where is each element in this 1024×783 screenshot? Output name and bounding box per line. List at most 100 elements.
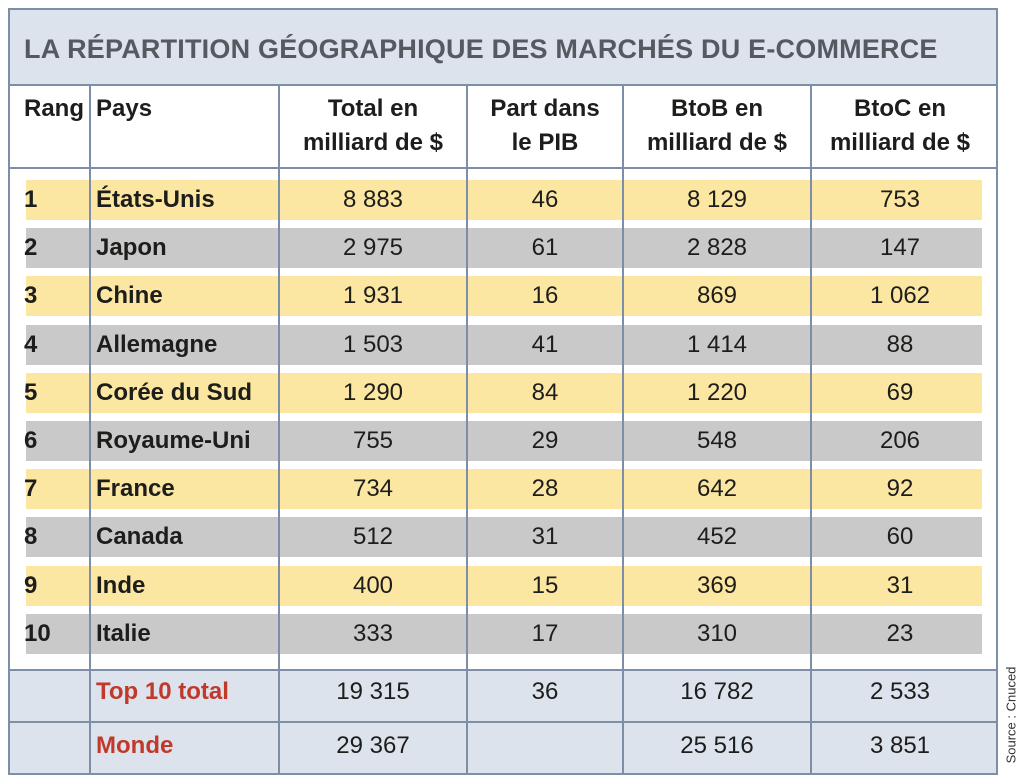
row-btob-cell: 2 828 xyxy=(686,234,748,261)
footer-row-divider xyxy=(10,721,996,723)
footer-divider xyxy=(10,669,996,671)
header-total-line1: Total en xyxy=(327,95,419,122)
table-row xyxy=(26,614,982,654)
title-bar: LA RÉPARTITION GÉOGRAPHIQUE DES MARCHÉS … xyxy=(10,10,996,86)
row-country-cell: Allemagne xyxy=(96,331,218,358)
footer-monde-part xyxy=(468,726,622,766)
source-credit: Source : Cnuced xyxy=(1001,660,1021,770)
table-row xyxy=(26,517,982,557)
row-part-cell: 28 xyxy=(531,475,559,502)
footer-monde-btoc: 3 851 xyxy=(869,732,931,759)
row-rank-cell: 9 xyxy=(24,572,38,599)
row-rank-cell: 5 xyxy=(24,379,38,406)
row-country-cell: Royaume-Uni xyxy=(96,427,251,454)
header-btoc-line2: milliard de $ xyxy=(829,129,971,156)
header-pays: Pays xyxy=(96,95,153,122)
header-part-line1: Part dans xyxy=(490,95,600,122)
table-row xyxy=(26,373,982,413)
row-rank-cell: 7 xyxy=(24,475,38,502)
footer-top10-btoc: 2 533 xyxy=(869,678,931,705)
header-total-line2: milliard de $ xyxy=(302,129,444,156)
row-btoc-cell: 92 xyxy=(886,475,914,502)
row-rank-cell: 8 xyxy=(24,523,38,550)
footer-top10-label: Top 10 total xyxy=(96,678,229,705)
row-rank-cell: 1 xyxy=(24,186,38,213)
row-total-cell: 1 931 xyxy=(342,282,404,309)
row-rank-cell: 2 xyxy=(24,234,38,261)
row-part-cell: 17 xyxy=(531,620,559,647)
row-total-cell: 333 xyxy=(352,620,394,647)
table-row xyxy=(26,469,982,509)
row-total-cell: 1 503 xyxy=(342,331,404,358)
row-btoc-cell: 88 xyxy=(886,331,914,358)
table-row xyxy=(26,180,982,220)
column-divider-5 xyxy=(810,86,812,773)
row-country-cell: Inde xyxy=(96,572,146,599)
row-btoc-cell: 206 xyxy=(879,427,921,454)
row-rank-cell: 10 xyxy=(24,620,51,647)
header-btoc: BtoC en milliard de $ xyxy=(812,92,988,160)
row-country-cell: Canada xyxy=(96,523,183,550)
footer-top10-total: 19 315 xyxy=(336,678,410,705)
header-divider xyxy=(10,167,996,169)
row-btob-cell: 642 xyxy=(696,475,738,502)
footer-monde-btob: 25 516 xyxy=(680,732,754,759)
row-btob-cell: 1 414 xyxy=(686,331,748,358)
row-btob-cell: 1 220 xyxy=(686,379,748,406)
row-country-cell: États-Unis xyxy=(96,186,215,213)
row-total-cell: 400 xyxy=(352,572,394,599)
table-title: LA RÉPARTITION GÉOGRAPHIQUE DES MARCHÉS … xyxy=(24,34,938,64)
row-part-cell: 31 xyxy=(531,523,559,550)
header-btob-line1: BtoB en xyxy=(671,95,763,122)
row-country-cell: Japon xyxy=(96,234,167,261)
table-row xyxy=(26,228,982,268)
row-total-cell: 8 883 xyxy=(342,186,404,213)
row-btoc-cell: 147 xyxy=(879,234,921,261)
data-table-frame: LA RÉPARTITION GÉOGRAPHIQUE DES MARCHÉS … xyxy=(8,8,998,775)
row-part-cell: 61 xyxy=(531,234,559,261)
footer-monde-total: 29 367 xyxy=(336,732,410,759)
column-divider-2 xyxy=(278,86,280,773)
row-total-cell: 734 xyxy=(352,475,394,502)
row-total-cell: 755 xyxy=(352,427,394,454)
row-btob-cell: 452 xyxy=(696,523,738,550)
header-part: Part dans le PIB xyxy=(468,92,622,160)
row-rank-cell: 3 xyxy=(24,282,38,309)
row-btob-cell: 869 xyxy=(696,282,738,309)
header-btob-line2: milliard de $ xyxy=(646,129,788,156)
row-btob-cell: 369 xyxy=(696,572,738,599)
row-btoc-cell: 60 xyxy=(886,523,914,550)
footer-top10-btob: 16 782 xyxy=(680,678,754,705)
row-btob-cell: 8 129 xyxy=(686,186,748,213)
row-btoc-cell: 23 xyxy=(886,620,914,647)
row-total-cell: 1 290 xyxy=(342,379,404,406)
column-divider-3 xyxy=(466,86,468,773)
row-rank-cell: 4 xyxy=(24,331,38,358)
column-divider-4 xyxy=(622,86,624,773)
source-text: Source : Cnuced xyxy=(1003,666,1019,764)
footer-monde-label: Monde xyxy=(96,732,174,759)
row-btoc-cell: 31 xyxy=(886,572,914,599)
row-country-cell: Chine xyxy=(96,282,163,309)
row-country-cell: Corée du Sud xyxy=(96,379,253,406)
row-country-cell: France xyxy=(96,475,175,502)
table-row xyxy=(26,566,982,606)
row-part-cell: 46 xyxy=(531,186,559,213)
row-part-cell: 84 xyxy=(531,379,559,406)
header-total: Total en milliard de $ xyxy=(280,92,466,160)
row-part-cell: 16 xyxy=(531,282,559,309)
table-row xyxy=(26,276,982,316)
row-part-cell: 41 xyxy=(531,331,559,358)
row-btoc-cell: 753 xyxy=(879,186,921,213)
table-row xyxy=(26,421,982,461)
row-btob-cell: 548 xyxy=(696,427,738,454)
row-btob-cell: 310 xyxy=(696,620,738,647)
row-country-cell: Italie xyxy=(96,620,151,647)
column-divider-1 xyxy=(89,86,91,773)
header-btoc-line1: BtoC en xyxy=(854,95,946,122)
header-part-line2: le PIB xyxy=(511,129,579,156)
row-total-cell: 512 xyxy=(352,523,394,550)
row-rank-cell: 6 xyxy=(24,427,38,454)
footer-top10-part: 36 xyxy=(531,678,559,705)
row-part-cell: 15 xyxy=(531,572,559,599)
